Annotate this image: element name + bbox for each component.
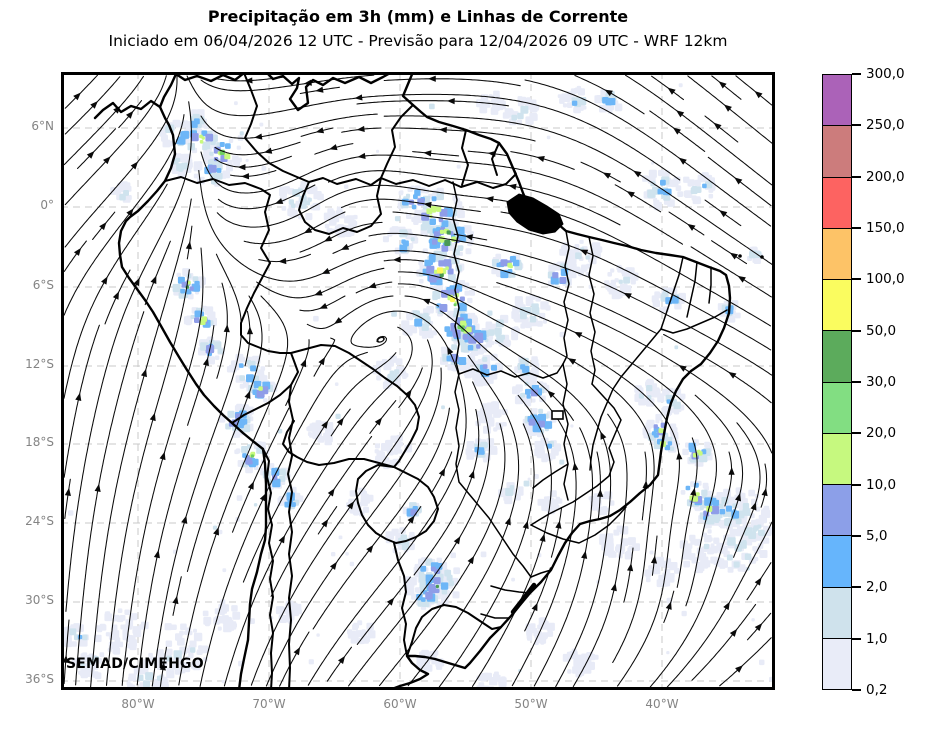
colorbar-segment: [823, 75, 851, 127]
chart-title: Precipitação em 3h (mm) e Linhas de Corr…: [207, 7, 629, 26]
colorbar-tick: [852, 73, 861, 75]
colorbar-tick-label: 250,0: [866, 117, 905, 134]
colorbar-segment: [823, 126, 851, 178]
colorbar-tick-label: 5,0: [866, 528, 888, 544]
colorbar-tick: [852, 432, 861, 435]
lat-tick-label: 30°S: [25, 593, 54, 607]
colorbar-tick: [852, 637, 861, 640]
lat-tick-label: 12°S: [25, 357, 54, 371]
colorbar-tick-label: 0,2: [866, 682, 888, 698]
amazon-delta-landmass: [506, 193, 564, 235]
precipitation-layer: [63, 83, 773, 688]
colorbar-tick: [852, 227, 861, 229]
streamlines-layer: [63, 74, 773, 688]
lat-tick-label: 24°S: [25, 514, 54, 528]
colorbar-tick-label: 50,0: [866, 322, 897, 339]
island-dot: [738, 254, 742, 258]
lat-tick-label: 18°S: [25, 435, 54, 449]
colorbar-segment: [823, 382, 851, 434]
lagoon-feature: [510, 582, 537, 615]
distrito-federal-marker: [551, 410, 564, 420]
colorbar-tick: [852, 278, 861, 281]
colorbar-tick-label: 10,0: [866, 476, 897, 493]
lon-tick-label: 60°W: [383, 697, 417, 711]
chart-subtitle: Iniciado em 06/04/2026 12 UTC - Previsão…: [108, 32, 728, 50]
map-layers: [63, 74, 773, 688]
colorbar-tick-label: 2,0: [866, 579, 888, 596]
colorbar-tick-label: 200,0: [866, 168, 905, 185]
colorbar-tick: [852, 535, 861, 537]
colorbar-segment: [823, 485, 851, 537]
colorbar-segment: [823, 331, 851, 383]
lon-tick-label: 50°W: [514, 697, 548, 711]
colorbar-segment: [823, 280, 851, 332]
colorbar-segment: [823, 228, 851, 280]
colorbar-segment: [823, 536, 851, 588]
colorbar-tick: [852, 175, 861, 178]
lat-tick-label: 36°S: [25, 672, 54, 686]
lat-tick-label: 6°S: [32, 278, 54, 292]
island-dot: [760, 255, 764, 259]
lon-tick-label: 40°W: [645, 697, 679, 711]
lat-tick-label: 6°N: [31, 119, 54, 133]
colorbar-tick: [852, 586, 861, 589]
colorbar-segment: [823, 587, 851, 639]
colorbar-tick: [852, 381, 861, 383]
colorbar-tick-label: 100,0: [866, 271, 905, 288]
colorbar-tick-label: 150,0: [866, 220, 905, 236]
colorbar-tick-label: 1,0: [866, 630, 888, 647]
colorbar-tick: [852, 329, 861, 332]
colorbar-segment: [823, 638, 851, 689]
map-plot-area: [61, 72, 775, 690]
colorbar-tick-label: 300,0: [866, 66, 905, 82]
lon-tick-label: 70°W: [252, 697, 286, 711]
colorbar-segment: [823, 433, 851, 485]
colorbar-tick: [852, 689, 861, 691]
colorbar-tick-label: 30,0: [866, 374, 897, 390]
geography-layer: [93, 74, 732, 688]
colorbar-tick: [852, 124, 861, 127]
colorbar: [822, 74, 852, 690]
map-frame: [61, 72, 775, 690]
map-canvas: [61, 72, 775, 690]
lat-tick-label: 0°: [40, 198, 54, 212]
lon-tick-label: 80°W: [121, 697, 155, 711]
colorbar-tick-label: 20,0: [866, 425, 897, 442]
watermark-label: SEMAD/CIMEHGO: [66, 656, 204, 672]
colorbar-segment: [823, 177, 851, 229]
colorbar-tick: [852, 483, 861, 486]
